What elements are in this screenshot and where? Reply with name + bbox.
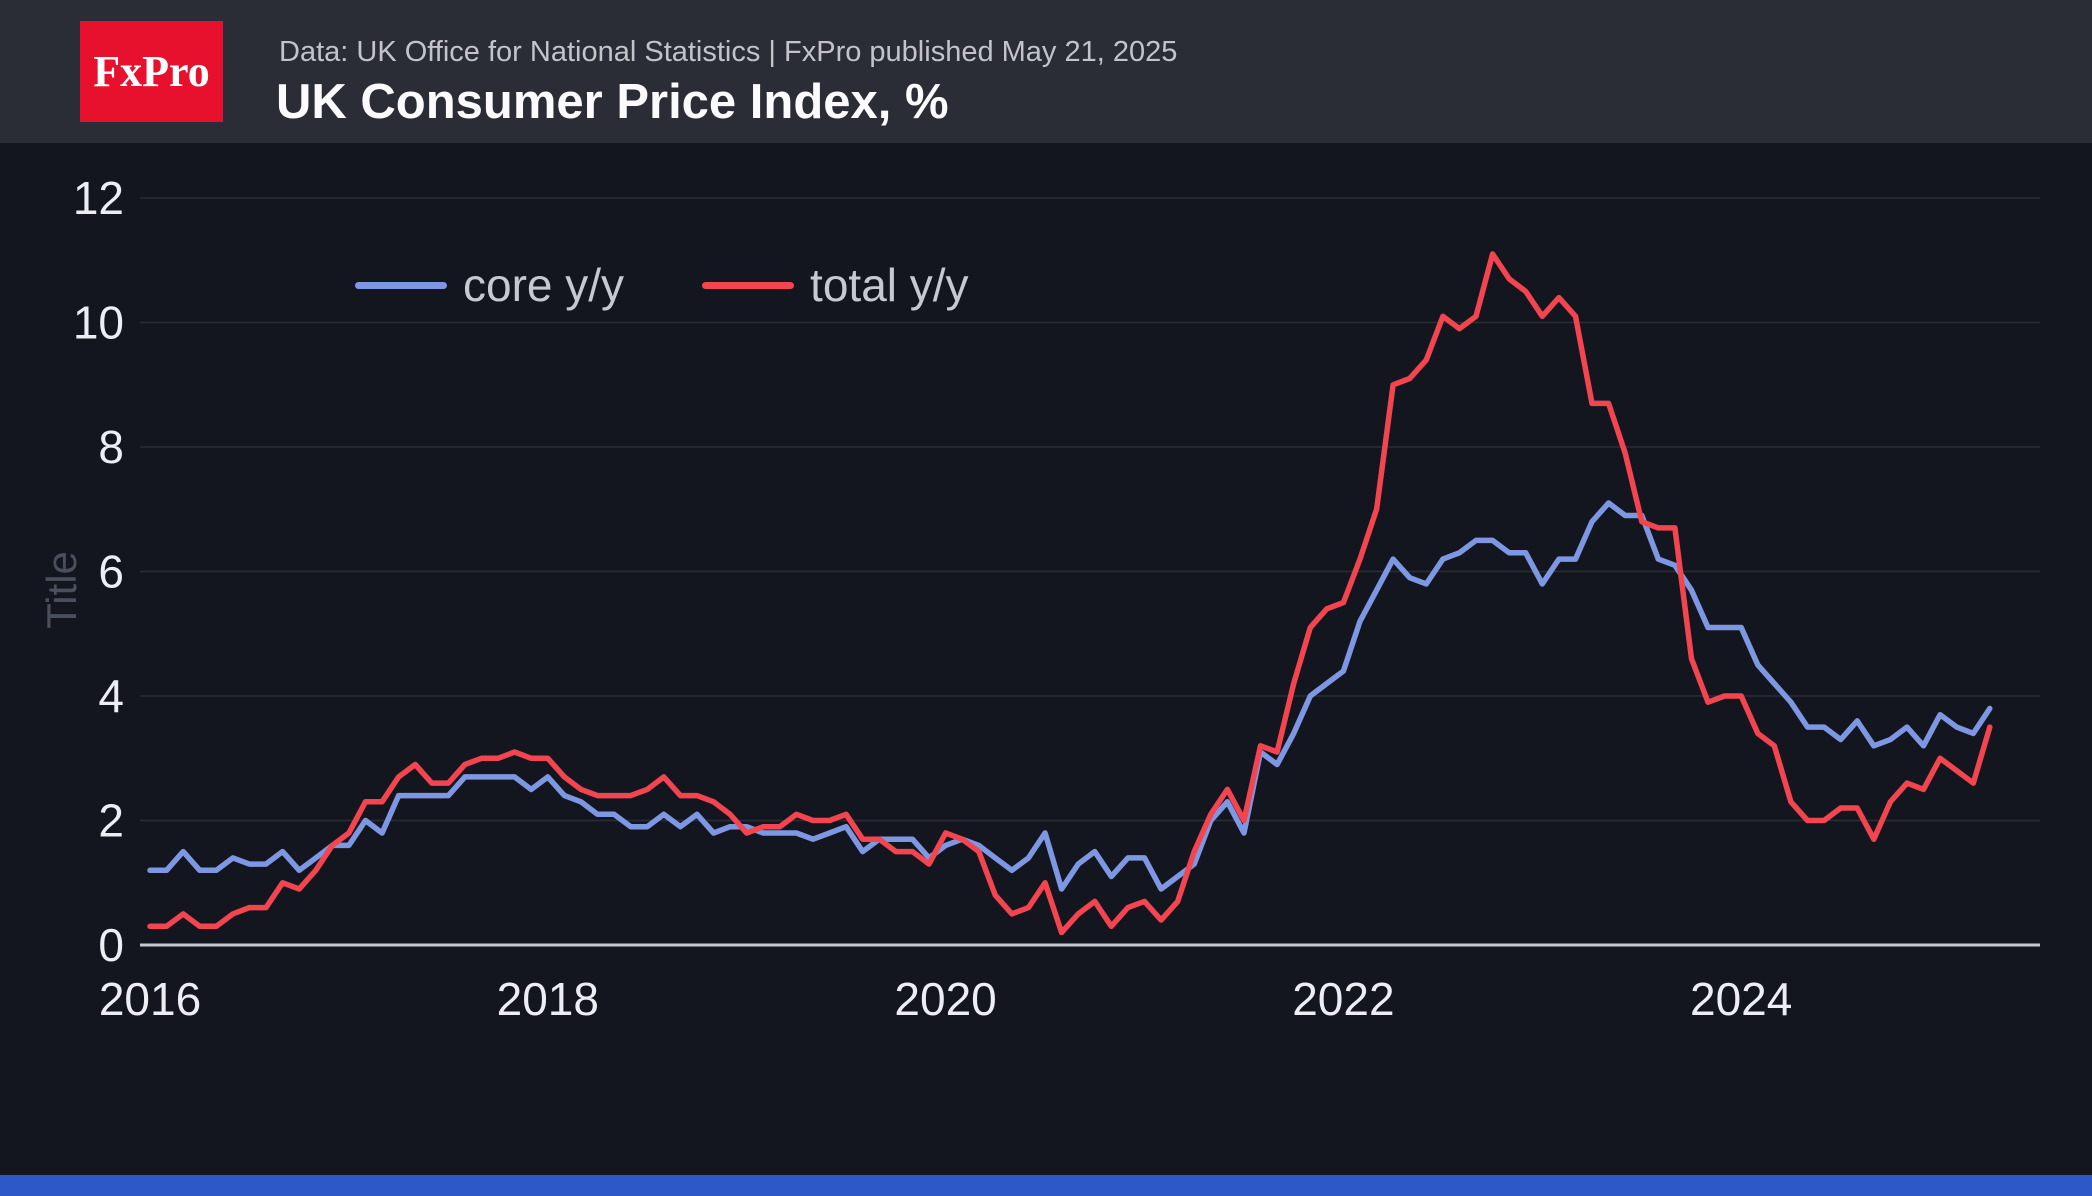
y-axis-title: Title (38, 551, 85, 629)
fxpro-logo-text: FxPro (93, 47, 210, 96)
total-legend-label: total y/y (810, 259, 969, 311)
data-source-line: Data: UK Office for National Statistics … (279, 36, 1178, 68)
y-tick-label: 4 (98, 670, 124, 722)
legend-item-total: total y/y (702, 258, 969, 312)
x-tick-label: 2024 (1690, 973, 1792, 1025)
y-tick-label: 0 (98, 919, 124, 971)
y-tick-label: 8 (98, 421, 124, 473)
cpi-line-chart: 0 2 4 6 8 10 12 2016 2018 2020 2022 2024 (73, 172, 2040, 1025)
x-tick-label: 2020 (894, 973, 996, 1025)
legend: core y/y total y/y (355, 258, 969, 312)
x-tick-label: 2022 (1292, 973, 1394, 1025)
total-line-swatch (702, 281, 795, 289)
y-tick-label: 12 (73, 172, 124, 224)
chart-area: 0 2 4 6 8 10 12 2016 2018 2020 2022 2024 (0, 143, 2092, 1176)
total-line (147, 251, 1993, 936)
fxpro-logo: FxPro (80, 21, 223, 122)
chart-title: UK Consumer Price Index, % (276, 75, 949, 129)
x-tick-label: 2016 (99, 973, 201, 1025)
core-line-swatch (355, 281, 447, 289)
y-tick-label: 6 (98, 546, 124, 598)
legend-item-core: core y/y (355, 258, 624, 312)
bottom-accent-bar (0, 1175, 2092, 1196)
header-bar: FxPro Data: UK Office for National Stati… (0, 0, 2092, 143)
y-tick-label: 10 (73, 297, 124, 349)
x-tick-label: 2018 (497, 973, 599, 1025)
y-tick-label: 2 (98, 795, 124, 847)
core-legend-label: core y/y (463, 259, 625, 311)
